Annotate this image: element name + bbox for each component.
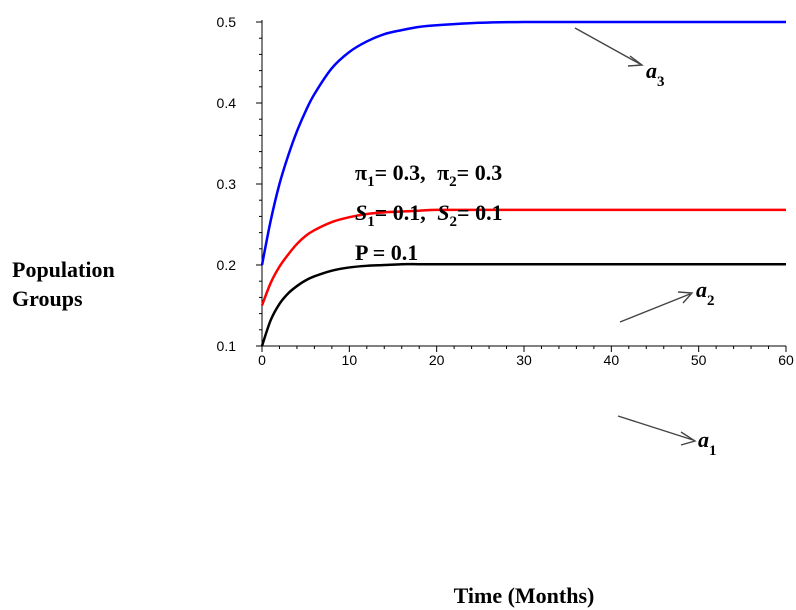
y-tick-label: 0.5 (217, 14, 237, 30)
s2-value: = 0.1 (457, 200, 503, 225)
series-line-a2 (260, 208, 786, 306)
series-label-a2: a2 (619, 277, 715, 323)
y-ticks: 0.1 0.2 0.3 0.4 0.5 (217, 14, 262, 354)
y-tick-label: 0.3 (217, 176, 237, 192)
x-tick-label: 60 (778, 352, 794, 368)
series-line-a1 (260, 262, 786, 347)
x-tick-label: 40 (604, 352, 620, 368)
label-a1: a1 (698, 427, 717, 459)
y-axis-title-line1: Population (12, 257, 115, 282)
param-line-1: π1= 0.3, π2= 0.3 (355, 160, 502, 190)
label-a3: a3 (646, 58, 665, 90)
series-group (260, 20, 786, 347)
param-line-3: P = 0.1 (355, 240, 418, 265)
y-axis-title-line2: Groups (12, 286, 83, 311)
param-line-2: S1= 0.1, S2= 0.1 (355, 200, 503, 230)
pi1-symbol: π (355, 160, 367, 185)
s1-symbol: S (355, 200, 367, 225)
s2-symbol: S (437, 200, 449, 225)
pi2-value: = 0.3 (457, 160, 503, 185)
series-label-a3: a3 (574, 27, 665, 90)
pi2-subscript: 2 (449, 174, 457, 190)
y-tick-label: 0.1 (217, 338, 237, 354)
arrow-a3-head (627, 55, 644, 67)
y-tick-label: 0.4 (217, 95, 237, 111)
series-label-a1: a1 (617, 415, 717, 459)
arrow-a1 (617, 415, 694, 441)
pi1-value: = 0.3, (375, 160, 426, 185)
x-tick-label: 30 (516, 352, 532, 368)
x-tick-label: 50 (691, 352, 707, 368)
arrow-a1-head (680, 431, 697, 446)
x-ticks: 0 10 20 30 40 50 60 (258, 346, 794, 368)
label-a2: a2 (696, 277, 715, 309)
s2-subscript: 2 (450, 214, 458, 230)
pi1-subscript: 1 (367, 174, 375, 190)
arrow-a2 (619, 293, 691, 323)
s1-value: = 0.1, (375, 200, 426, 225)
y-tick-label: 0.2 (217, 257, 237, 273)
series-line-a3 (260, 20, 786, 266)
x-axis-title: Time (Months) (454, 583, 595, 608)
arrow-a2-head (677, 291, 694, 304)
x-tick-label: 0 (258, 352, 266, 368)
arrow-a3 (574, 27, 641, 65)
pi2-symbol: π (437, 160, 449, 185)
s1-subscript: 1 (367, 214, 375, 230)
x-tick-label: 20 (429, 352, 445, 368)
x-tick-label: 10 (342, 352, 358, 368)
